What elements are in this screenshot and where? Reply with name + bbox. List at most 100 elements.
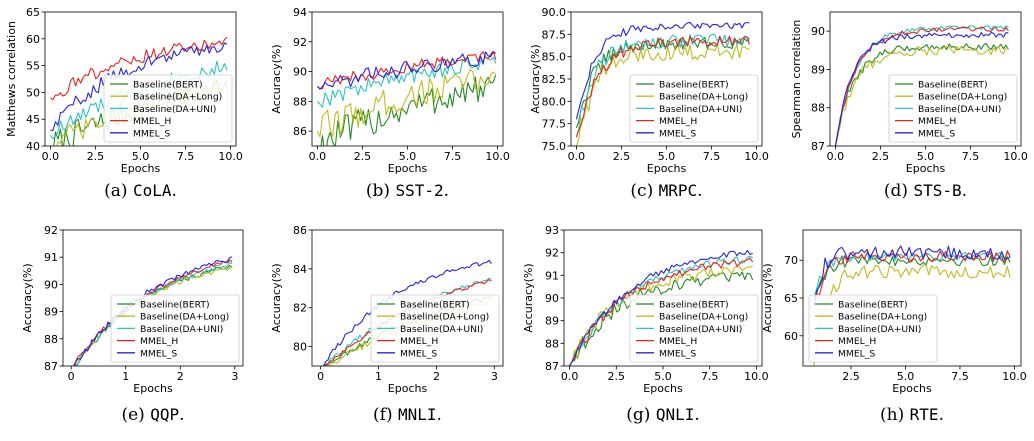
subfigure-caption: (b) SST-2. bbox=[366, 181, 449, 201]
series-lines bbox=[316, 50, 497, 146]
y-tick-label: 91 bbox=[44, 251, 58, 264]
y-tick-label: 86 bbox=[293, 125, 307, 138]
y-tick-label: 90 bbox=[545, 292, 559, 305]
subfigure-caption: (h) RTE. bbox=[880, 405, 944, 425]
legend-entry: Baseline(BERT) bbox=[659, 80, 729, 91]
x-tick-label: 10.0 bbox=[1003, 150, 1028, 163]
x-axis-label: Epochs bbox=[388, 382, 428, 395]
legend: Baseline(BERT)Baseline(DA+Long)Baseline(… bbox=[629, 294, 759, 363]
series-line-baseline-da-long- bbox=[575, 44, 750, 146]
x-tick-label: 7.5 bbox=[177, 150, 195, 163]
y-tick-label: 88 bbox=[44, 333, 58, 346]
legend-entry: Baseline(DA+Long) bbox=[838, 312, 927, 323]
legend-entry: MMEL_H bbox=[659, 336, 697, 347]
legend-entry: MMEL_S bbox=[659, 348, 696, 359]
series-line-mmel-h bbox=[317, 50, 497, 90]
legend-entry: MMEL_S bbox=[659, 128, 696, 139]
y-tick-label: 87 bbox=[44, 360, 58, 373]
series-line-baseline-bert- bbox=[813, 254, 1011, 306]
legend-entry: MMEL_S bbox=[838, 348, 875, 359]
y-tick-label: 91 bbox=[545, 269, 559, 282]
x-tick-label: 2.5 bbox=[87, 150, 105, 163]
legend: Baseline(BERT)Baseline(DA+Long)Baseline(… bbox=[103, 74, 233, 143]
x-tick-label: 5.0 bbox=[917, 150, 935, 163]
y-tick-label: 87 bbox=[811, 140, 825, 153]
x-tick-label: 2 bbox=[177, 370, 184, 383]
series-line-mmel-s bbox=[813, 245, 1011, 306]
legend-entry: Baseline(BERT) bbox=[140, 300, 210, 311]
legend-entry: Baseline(DA+Long) bbox=[400, 312, 489, 323]
y-axis-label: Matthews correlation bbox=[5, 21, 18, 137]
legend-entry: Baseline(BERT) bbox=[133, 80, 203, 91]
series-line-baseline-da-long- bbox=[316, 68, 497, 138]
legend-entry: Baseline(DA+Long) bbox=[659, 312, 748, 323]
series-line-baseline-da-uni- bbox=[575, 33, 750, 138]
x-axis-label: Epochs bbox=[133, 382, 173, 395]
x-tick-label: 2.5 bbox=[608, 370, 626, 383]
x-tick-label: 10.0 bbox=[744, 150, 769, 163]
y-tick-label: 80.0 bbox=[542, 95, 567, 108]
y-tick-label: 87 bbox=[545, 360, 559, 373]
y-tick-label: 92 bbox=[293, 36, 307, 49]
y-tick-label: 89 bbox=[545, 315, 559, 328]
x-tick-label: 7.5 bbox=[951, 370, 969, 383]
legend: Baseline(BERT)Baseline(DA+Long)Baseline(… bbox=[888, 74, 1018, 143]
y-tick-label: 88 bbox=[545, 337, 559, 350]
x-tick-label: 7.5 bbox=[444, 150, 462, 163]
subfigure-caption: (f) MNLI. bbox=[373, 405, 442, 425]
legend: Baseline(BERT)Baseline(DA+Long)Baseline(… bbox=[808, 294, 938, 363]
x-axis-label: Epochs bbox=[643, 382, 683, 395]
legend-entry: Baseline(DA+UNI) bbox=[140, 324, 223, 335]
legend-entry: Baseline(DA+UNI) bbox=[838, 324, 921, 335]
series-line-baseline-da-long- bbox=[813, 264, 1011, 366]
x-tick-label: 5.0 bbox=[658, 150, 676, 163]
chart-sst2: 0.0 2.5 5.0 7.5 10.0 86 88 90 92 94 Epochs Accuracy… bbox=[270, 6, 510, 201]
legend-box bbox=[370, 294, 500, 363]
y-tick-label: 88 bbox=[811, 102, 825, 115]
x-tick-label: 7.5 bbox=[962, 150, 980, 163]
y-tick-label: 89 bbox=[811, 63, 825, 76]
subfigure-caption: (a) CoLA. bbox=[104, 181, 177, 201]
x-tick-label: 7.5 bbox=[703, 150, 721, 163]
x-tick-label: 1 bbox=[122, 370, 129, 383]
series-line-baseline-da-long- bbox=[834, 45, 1009, 146]
legend-entry: MMEL_H bbox=[659, 116, 697, 127]
y-tick-label: 55 bbox=[26, 60, 40, 73]
y-tick-label: 75.0 bbox=[542, 140, 567, 153]
x-tick-label: 3 bbox=[231, 370, 238, 383]
series-line-mmel-s bbox=[316, 51, 497, 90]
series-lines bbox=[569, 249, 754, 366]
plot-frame bbox=[311, 229, 504, 367]
x-tick-label: 0.0 bbox=[827, 150, 845, 163]
y-tick-label: 92 bbox=[44, 224, 58, 237]
y-axis-label: Accuracy(%) bbox=[529, 44, 542, 113]
y-tick-label: 89 bbox=[44, 306, 58, 319]
legend-entry: MMEL_H bbox=[918, 116, 956, 127]
legend-entry: MMEL_H bbox=[838, 336, 876, 347]
y-tick-label: 92 bbox=[545, 247, 559, 260]
series-line-mmel-h bbox=[834, 26, 1009, 146]
x-tick-label: 5.0 bbox=[654, 370, 672, 383]
y-tick-label: 90 bbox=[811, 25, 825, 38]
x-axis-label: Epochs bbox=[906, 162, 946, 175]
y-tick-label: 45 bbox=[26, 113, 40, 126]
x-tick-label: 10.0 bbox=[485, 150, 510, 163]
series-lines bbox=[813, 245, 1011, 366]
x-tick-label: 0.0 bbox=[42, 150, 60, 163]
legend-entry: Baseline(BERT) bbox=[918, 80, 988, 91]
series-line-baseline-da-long- bbox=[569, 265, 753, 366]
y-tick-label: 84 bbox=[293, 263, 307, 276]
legend-entry: MMEL_S bbox=[133, 128, 170, 139]
subfigure-caption: (d) STS-B. bbox=[884, 181, 967, 201]
chart-qqp: 0 1 2 3 87 88 89 90 91 92 Epochs Accuracy(%) Baselin… bbox=[21, 224, 244, 425]
legend-box bbox=[629, 294, 759, 363]
x-tick-label: 0.0 bbox=[568, 150, 586, 163]
legend-entry: Baseline(BERT) bbox=[838, 300, 908, 311]
legend-entry: Baseline(DA+Long) bbox=[140, 312, 229, 323]
series-line-mmel-s bbox=[834, 31, 1009, 146]
y-tick-label: 65 bbox=[784, 292, 798, 305]
legend-entry: Baseline(DA+UNI) bbox=[659, 104, 742, 115]
subfigure-caption: (c) MRPC. bbox=[630, 181, 702, 201]
y-axis-label: Accuracy(%) bbox=[21, 263, 34, 332]
y-tick-label: 94 bbox=[293, 6, 307, 19]
